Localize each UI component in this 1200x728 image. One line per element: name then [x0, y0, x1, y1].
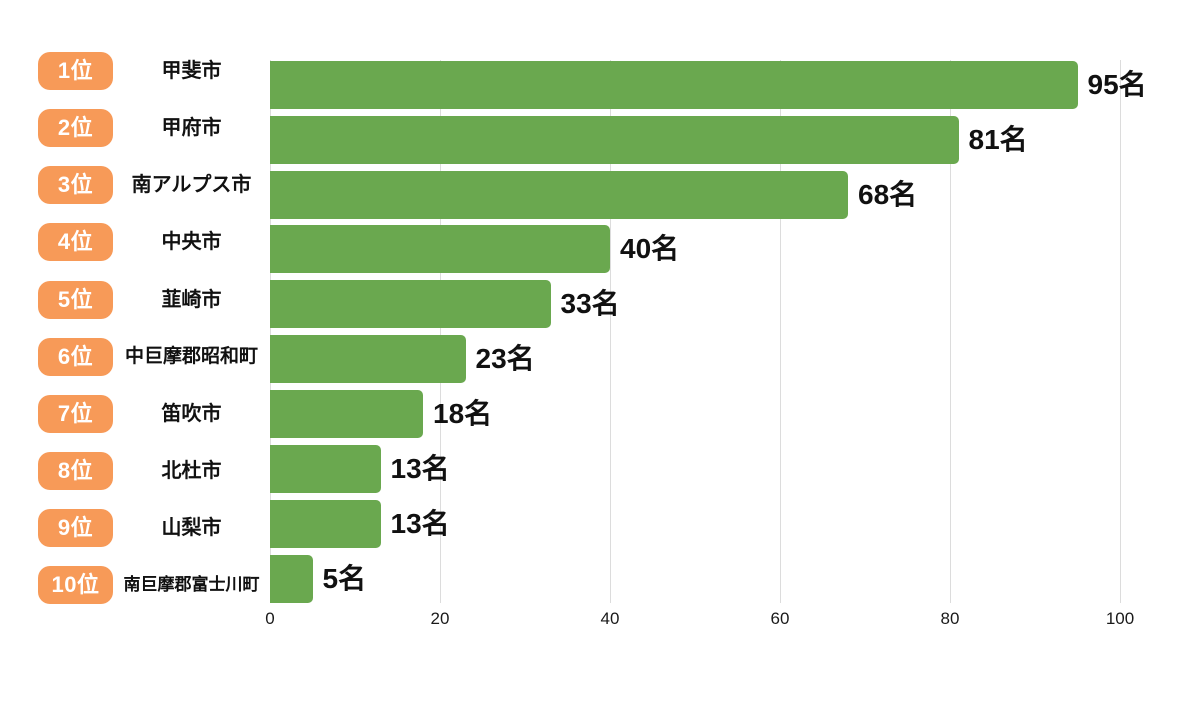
- x-axis: 0 20 40 60 80 100: [0, 609, 1200, 631]
- gridline: [1120, 60, 1121, 603]
- rank-badge: 6位: [38, 337, 113, 376]
- rank-badge: 1位: [38, 52, 113, 90]
- gridline: [440, 60, 441, 603]
- bar: [270, 390, 423, 439]
- x-axis-tick-label: 20: [430, 609, 450, 628]
- gridline: [270, 60, 271, 603]
- x-axis-tick-label: 80: [940, 609, 960, 628]
- city-label: 笛吹市: [161, 402, 222, 425]
- x-axis-tick-label: 40: [600, 609, 620, 628]
- value-label: 68名: [858, 178, 918, 210]
- rank-badge: 3位: [38, 166, 113, 205]
- city-label: 韮崎市: [161, 288, 222, 311]
- value-label: 33名: [560, 288, 620, 320]
- city-label: 甲府市: [161, 117, 222, 140]
- city-label: 南アルプス市: [131, 174, 252, 197]
- rank-badge: 7位: [38, 394, 113, 433]
- value-label: 5名: [322, 562, 367, 594]
- city-label: 山梨市: [161, 517, 222, 540]
- bar: [270, 445, 381, 493]
- city-label: 中央市: [161, 231, 222, 254]
- x-axis-tick-label: 100: [1105, 609, 1135, 628]
- rank-badge: 5位: [38, 280, 113, 319]
- value-label: 81名: [968, 123, 1028, 155]
- bar: [270, 499, 381, 548]
- x-axis-tick-label: 0: [265, 609, 275, 628]
- bar: [270, 280, 551, 329]
- city-label: 南巨摩郡富士川町: [123, 575, 260, 595]
- rank-badge: 9位: [38, 509, 113, 548]
- rank-badge: 10位: [38, 566, 113, 605]
- x-axis-tick-label: 60: [770, 609, 790, 628]
- bar: [270, 170, 848, 219]
- city-label: 中巨摩郡昭和町: [124, 345, 258, 367]
- bar: [270, 225, 610, 274]
- value-label: 13名: [390, 453, 450, 484]
- value-label: 40名: [620, 233, 680, 265]
- rank-badge: 8位: [38, 452, 113, 491]
- bar: [270, 115, 959, 164]
- rank-badge: 2位: [38, 109, 113, 148]
- bar: [270, 335, 466, 384]
- value-label: 13名: [390, 507, 450, 539]
- gridline: [780, 60, 781, 603]
- plot-gridlines: [270, 60, 1122, 603]
- city-label: 北杜市: [161, 460, 222, 483]
- rank-badge: 4位: [38, 223, 113, 262]
- city-label: 甲斐市: [161, 60, 222, 82]
- gridline: [610, 60, 611, 603]
- bar: [270, 60, 1078, 109]
- value-label: 23名: [475, 343, 535, 375]
- value-label: 95名: [1087, 68, 1147, 100]
- value-label: 18名: [433, 398, 493, 430]
- gridline: [950, 60, 951, 603]
- bar: [270, 554, 313, 603]
